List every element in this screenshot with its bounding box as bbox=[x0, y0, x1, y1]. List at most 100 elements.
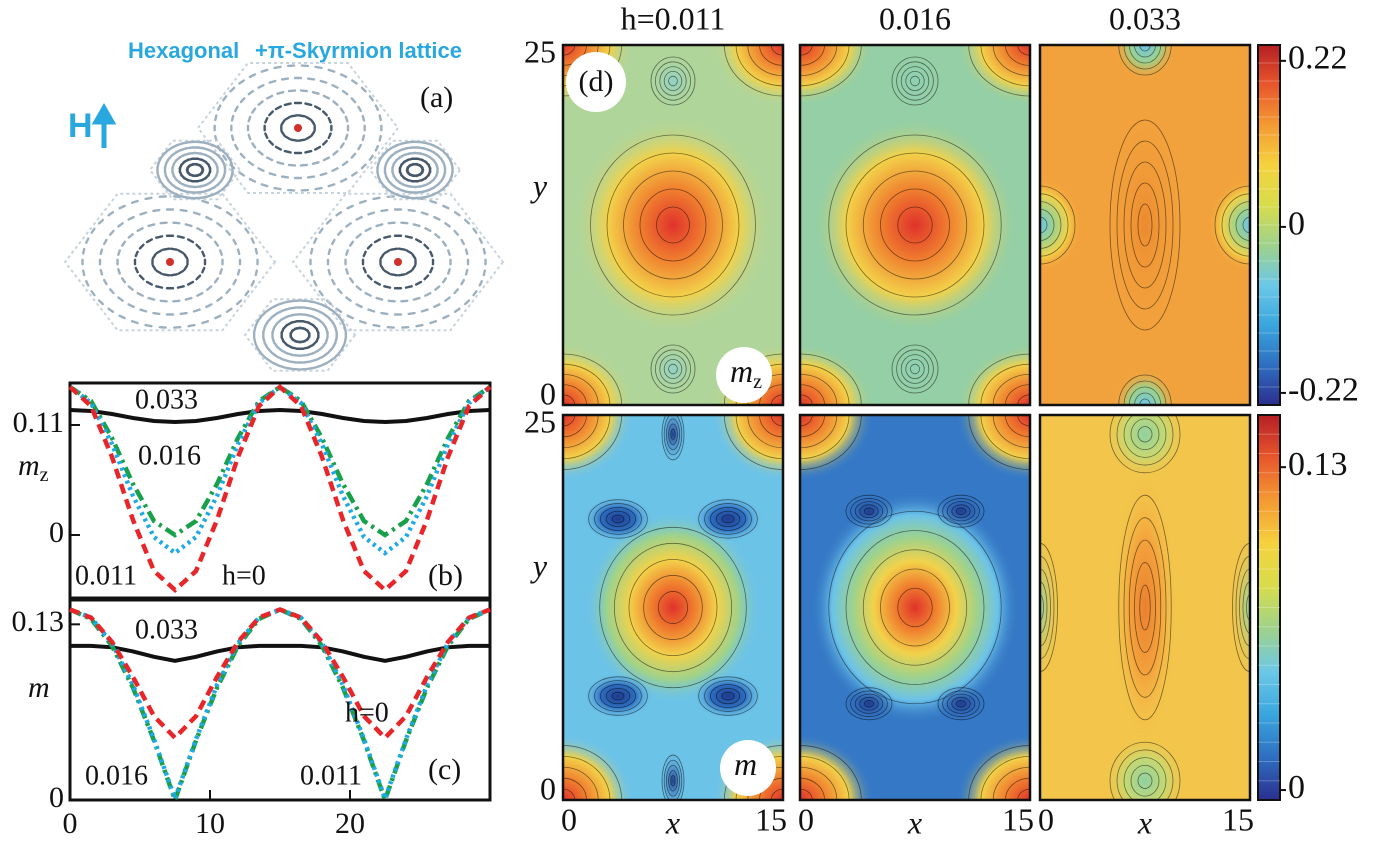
spin-arrow bbox=[311, 161, 320, 166]
map-region bbox=[933, 684, 989, 723]
map-region bbox=[811, 492, 1019, 723]
contour-map bbox=[800, 45, 1030, 405]
contour-line bbox=[1123, 415, 1167, 458]
spin-arrow bbox=[206, 233, 213, 239]
spin-arrow bbox=[176, 235, 185, 239]
spin-arrow bbox=[253, 325, 257, 333]
field-label: H bbox=[68, 107, 93, 145]
spin-arrow bbox=[378, 114, 382, 122]
spin-arrow bbox=[374, 104, 379, 111]
x-tick-label: 0 bbox=[63, 807, 78, 840]
y-axis-label: y bbox=[530, 547, 548, 583]
row-label: m bbox=[734, 746, 757, 782]
contour-line bbox=[663, 71, 683, 92]
contour-line bbox=[588, 499, 648, 539]
spin-arrow bbox=[405, 269, 413, 275]
spin-arrow bbox=[442, 204, 450, 210]
spin-arrow bbox=[155, 269, 163, 275]
spin-arrow bbox=[99, 268, 104, 276]
spin-arrow bbox=[280, 315, 289, 321]
spin-arrow bbox=[387, 221, 396, 225]
spin-arrow bbox=[145, 238, 154, 244]
spin-arrow bbox=[102, 278, 108, 286]
spin-arrow bbox=[404, 285, 413, 289]
spin-arrow bbox=[264, 132, 269, 140]
spin-arrow bbox=[319, 172, 328, 177]
spin-arrow bbox=[159, 221, 168, 225]
contour-line bbox=[1242, 216, 1250, 234]
spin-arrow bbox=[214, 134, 218, 142]
contour-line bbox=[1040, 209, 1055, 241]
contour-line bbox=[605, 510, 631, 528]
spin-arrow bbox=[250, 280, 255, 287]
contour-line bbox=[1239, 568, 1250, 647]
spin-arrow bbox=[305, 352, 314, 357]
contour-line bbox=[854, 501, 884, 522]
spin-arrow bbox=[265, 307, 273, 313]
spin-arrow bbox=[407, 311, 416, 316]
spin-arrow bbox=[383, 235, 392, 239]
spin-arrow bbox=[244, 290, 250, 297]
contour-line bbox=[600, 684, 637, 709]
contour-line bbox=[600, 507, 637, 531]
contour-line bbox=[1128, 45, 1162, 64]
spin-arrow bbox=[343, 325, 347, 333]
spin-arrow bbox=[322, 351, 330, 358]
spin-arrow bbox=[317, 318, 324, 325]
spin-arrow bbox=[299, 354, 308, 357]
spin-arrow bbox=[361, 114, 366, 122]
spin-arrow bbox=[268, 110, 274, 117]
contour-line bbox=[1134, 562, 1156, 653]
spin-arrow bbox=[453, 307, 461, 313]
contour-line bbox=[1118, 494, 1172, 721]
spin-arrow bbox=[482, 247, 487, 255]
spin-arrow bbox=[362, 266, 367, 274]
contour-line bbox=[590, 134, 756, 316]
spin-arrow bbox=[130, 320, 139, 325]
spin-arrow bbox=[433, 303, 441, 309]
spin-arrow bbox=[450, 162, 454, 169]
map-region bbox=[646, 340, 700, 398]
spin-arrow bbox=[81, 269, 86, 277]
contour-line bbox=[710, 684, 747, 709]
spin-arrow bbox=[424, 291, 432, 297]
spin-arrow bbox=[414, 238, 423, 244]
contour-line bbox=[657, 591, 689, 624]
spin-arrow bbox=[271, 336, 276, 344]
spin-arrow bbox=[304, 102, 313, 107]
spin-arrow bbox=[238, 171, 245, 177]
contour-line bbox=[661, 754, 685, 800]
spin-arrow bbox=[85, 237, 90, 244]
spin-arrow bbox=[304, 135, 312, 141]
spin-arrow bbox=[420, 211, 429, 216]
contour-line bbox=[606, 152, 740, 298]
contour-line bbox=[1214, 185, 1250, 265]
spin-arrow bbox=[444, 222, 451, 228]
contour-line bbox=[594, 503, 642, 535]
spin-arrow bbox=[201, 320, 210, 325]
contour-line bbox=[721, 514, 735, 524]
series-line bbox=[69, 607, 491, 806]
map-region bbox=[956, 734, 1030, 800]
spin-arrow bbox=[139, 308, 148, 313]
contour-line bbox=[897, 587, 933, 628]
map-frame bbox=[1038, 43, 1252, 407]
series-label: 0.011 bbox=[75, 560, 137, 591]
spin-arrow bbox=[318, 290, 324, 297]
contour-line bbox=[1040, 581, 1048, 634]
spin-arrow bbox=[251, 142, 257, 149]
spin-arrow bbox=[283, 149, 292, 154]
spin-arrow bbox=[288, 360, 297, 364]
map-frame bbox=[1038, 413, 1252, 802]
map-region bbox=[646, 52, 700, 110]
contour-line bbox=[650, 56, 696, 106]
series-label: 0.033 bbox=[135, 384, 198, 415]
colorbar bbox=[1257, 44, 1281, 406]
spin-arrow bbox=[172, 299, 181, 303]
contour-line bbox=[1040, 201, 1062, 249]
contour-line bbox=[937, 687, 985, 721]
map-frame bbox=[561, 43, 785, 407]
spin-arrow bbox=[236, 248, 241, 256]
spin-arrow bbox=[333, 353, 340, 360]
